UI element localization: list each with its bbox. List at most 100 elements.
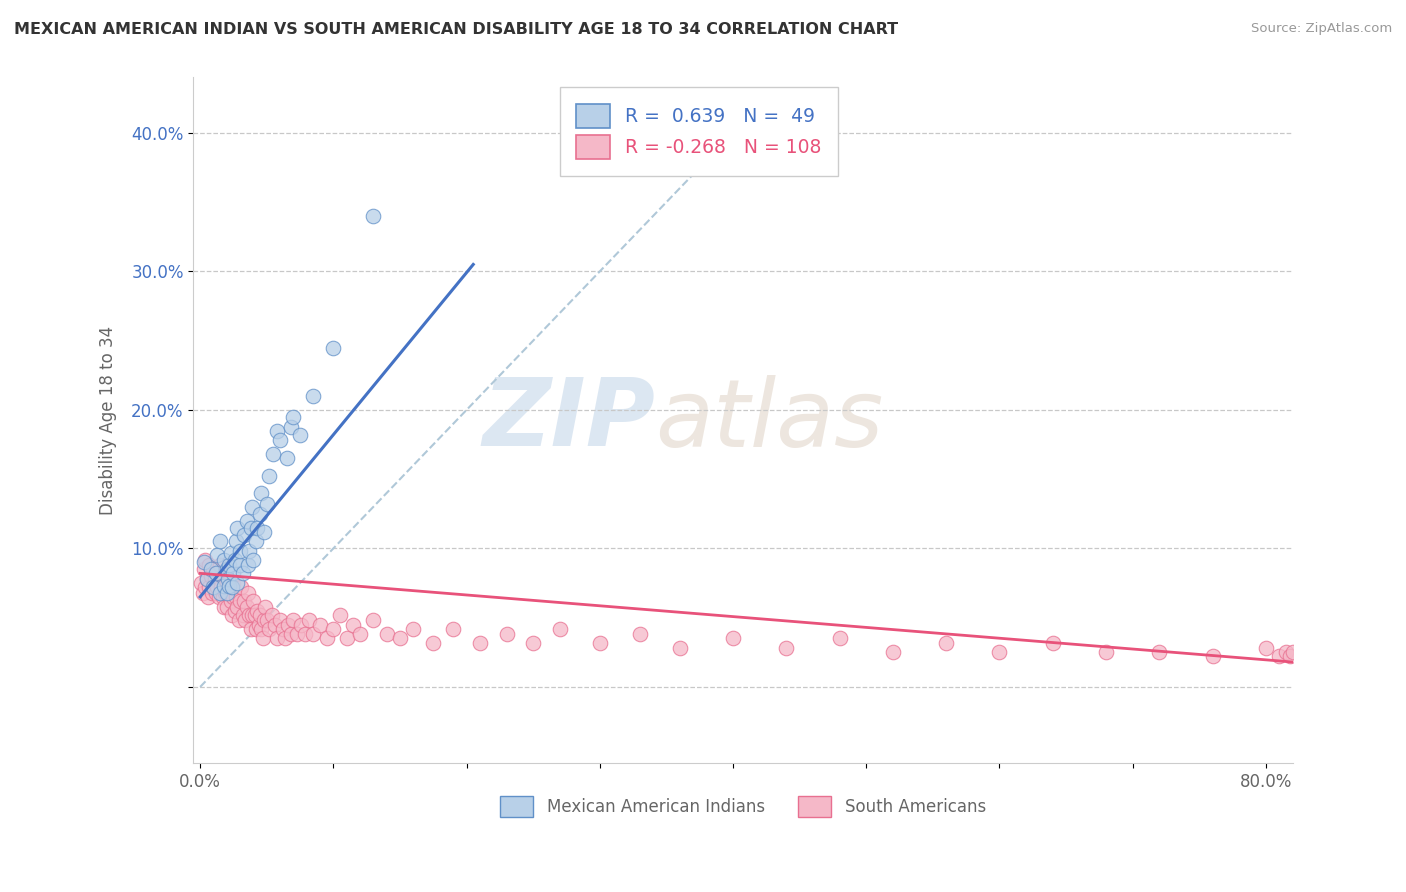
Point — [253, 614, 276, 628]
Point — [232, 607, 254, 622]
Point — [259, 469, 281, 483]
Point — [205, 586, 228, 600]
Point — [214, 586, 236, 600]
Point — [363, 614, 385, 628]
Point — [1095, 645, 1118, 659]
Point — [254, 599, 277, 614]
Point — [775, 641, 797, 656]
Point — [225, 534, 247, 549]
Point — [202, 579, 225, 593]
Point — [218, 580, 240, 594]
Point — [204, 572, 226, 586]
Point — [224, 552, 246, 566]
Point — [212, 579, 235, 593]
Point — [309, 617, 332, 632]
Point — [363, 209, 385, 223]
Point — [212, 572, 235, 586]
Point — [236, 586, 259, 600]
Point — [215, 599, 238, 614]
Point — [218, 558, 240, 572]
Point — [280, 627, 302, 641]
Point — [256, 497, 278, 511]
Point — [1281, 645, 1303, 659]
Point — [322, 341, 344, 355]
Point — [375, 627, 398, 641]
Point — [193, 562, 215, 576]
Point — [329, 607, 352, 622]
Point — [287, 627, 309, 641]
Point — [1275, 645, 1298, 659]
Point — [274, 632, 297, 646]
Point — [336, 632, 359, 646]
Point — [194, 580, 217, 594]
Point — [221, 607, 243, 622]
Point — [226, 576, 249, 591]
Point — [200, 569, 222, 583]
Point — [239, 622, 262, 636]
Point — [211, 590, 233, 604]
Point — [226, 599, 249, 614]
Point — [195, 572, 218, 586]
Point — [1201, 649, 1223, 664]
Point — [217, 572, 239, 586]
Point — [245, 622, 267, 636]
Text: ZIP: ZIP — [482, 375, 655, 467]
Point — [276, 451, 298, 466]
Point — [283, 409, 305, 424]
Text: Source: ZipAtlas.com: Source: ZipAtlas.com — [1251, 22, 1392, 36]
Point — [1042, 635, 1064, 649]
Point — [288, 427, 311, 442]
Point — [197, 590, 219, 604]
Point — [628, 627, 651, 641]
Point — [231, 580, 253, 594]
Point — [215, 562, 238, 576]
Point — [1278, 649, 1301, 664]
Point — [200, 562, 222, 576]
Point — [668, 641, 690, 656]
Point — [252, 632, 274, 646]
Point — [522, 635, 544, 649]
Point — [283, 614, 305, 628]
Point — [243, 607, 266, 622]
Point — [222, 566, 245, 581]
Point — [194, 552, 217, 566]
Point — [228, 614, 250, 628]
Point — [229, 544, 252, 558]
Point — [269, 434, 291, 448]
Point — [1268, 649, 1291, 664]
Point — [209, 534, 232, 549]
Point — [988, 645, 1011, 659]
Point — [212, 599, 235, 614]
Point — [302, 627, 325, 641]
Point — [209, 572, 232, 586]
Point — [256, 614, 278, 628]
Point — [402, 622, 425, 636]
Point — [298, 614, 321, 628]
Point — [217, 586, 239, 600]
Point — [198, 580, 221, 594]
Point — [322, 622, 344, 636]
Point — [882, 645, 904, 659]
Point — [219, 545, 242, 559]
Point — [250, 486, 273, 500]
Point — [468, 635, 491, 649]
Point — [1149, 645, 1171, 659]
Point — [238, 607, 260, 622]
Y-axis label: Disability Age 18 to 34: Disability Age 18 to 34 — [100, 326, 117, 515]
Point — [422, 635, 444, 649]
Point — [221, 580, 243, 594]
Point — [1254, 641, 1277, 656]
Point — [441, 622, 464, 636]
Point — [246, 604, 269, 618]
Point — [247, 617, 270, 632]
Point — [253, 524, 276, 539]
Point — [250, 622, 273, 636]
Point — [226, 521, 249, 535]
Point — [236, 558, 259, 572]
Point — [235, 614, 257, 628]
Legend: Mexican American Indians, South Americans: Mexican American Indians, South American… — [494, 789, 993, 823]
Point — [239, 521, 262, 535]
Point — [209, 586, 232, 600]
Text: MEXICAN AMERICAN INDIAN VS SOUTH AMERICAN DISABILITY AGE 18 TO 34 CORRELATION CH: MEXICAN AMERICAN INDIAN VS SOUTH AMERICA… — [14, 22, 898, 37]
Point — [224, 604, 246, 618]
